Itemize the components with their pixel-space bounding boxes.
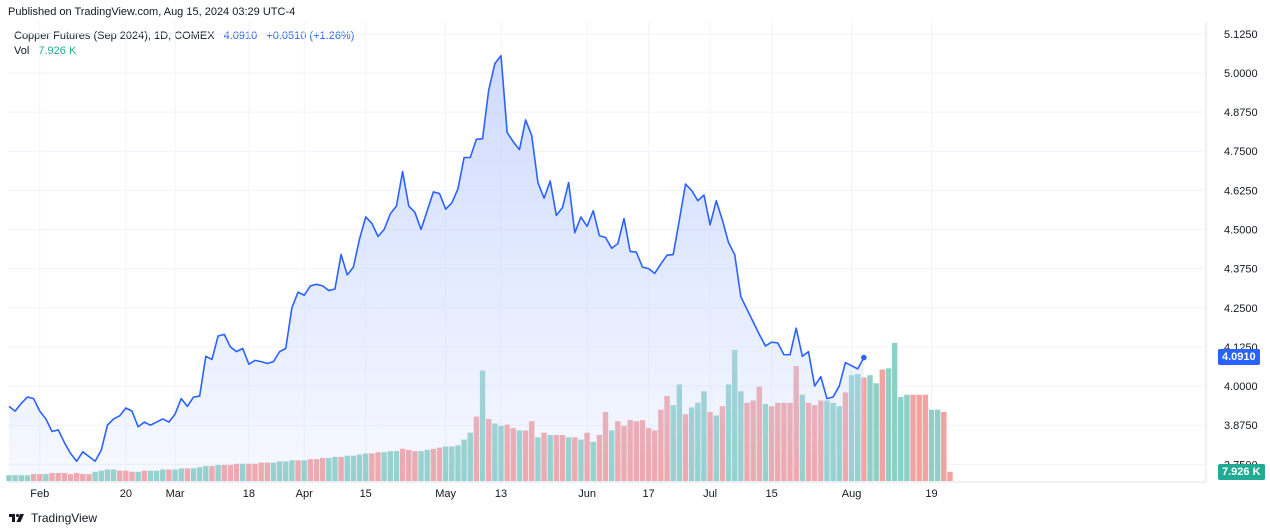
time-tick-label: 19 xyxy=(925,488,937,500)
time-tick-label: 17 xyxy=(642,488,654,500)
time-tick-label: Jul xyxy=(703,488,717,500)
last-price-point xyxy=(861,354,867,361)
legend-symbol-row: Copper Futures (Sep 2024), 1D, COMEX 4.0… xyxy=(14,29,354,44)
time-axis[interactable]: Feb 20 Mar 18 Apr 15 May 13 Jun 17 Jul 15 Aug 19 xyxy=(30,488,937,500)
time-tick-label: 18 xyxy=(243,488,255,500)
time-tick-label: Aug xyxy=(842,488,862,500)
last-price-badge: 4.0910 xyxy=(1218,348,1260,365)
volume-bar xyxy=(904,394,910,481)
tradingview-logo-icon xyxy=(9,514,24,522)
price-line xyxy=(8,54,865,463)
legend-volume-row: Vol 7.926 K xyxy=(14,44,354,59)
volume-bar xyxy=(947,471,953,481)
price-tick-label: 4.7500 xyxy=(1224,146,1258,158)
price-tick-label: 5.0000 xyxy=(1224,68,1258,80)
price-area-fill xyxy=(9,55,864,483)
volume-bar xyxy=(873,383,879,481)
legend-volume-label: Vol xyxy=(14,45,30,57)
volume-bar xyxy=(934,409,941,481)
time-tick-label: 15 xyxy=(765,488,777,500)
brand-name: TradingView xyxy=(31,511,98,525)
volume-bar xyxy=(910,394,916,481)
volume-bar xyxy=(867,375,873,481)
published-note: Published on TradingView.com, Aug 15, 20… xyxy=(8,6,296,18)
volume-bar xyxy=(928,409,935,481)
time-tick-label: 15 xyxy=(360,488,372,500)
time-tick-label: Apr xyxy=(296,488,313,500)
price-area xyxy=(8,54,867,483)
price-tick-label: 4.3750 xyxy=(1224,264,1258,276)
price-tick-label: 5.1250 xyxy=(1224,29,1258,41)
volume-bar xyxy=(879,369,885,481)
price-axis[interactable]: 5.1250 5.0000 4.8750 4.7500 4.6250 4.5000 4.37… xyxy=(1224,29,1258,472)
price-tick-label: 4.0000 xyxy=(1224,381,1258,393)
price-tick-label: 4.2500 xyxy=(1224,303,1258,315)
price-tick-label: 4.5000 xyxy=(1224,225,1258,237)
time-tick-label: Jun xyxy=(578,488,596,500)
price-tick-label: 4.8750 xyxy=(1224,107,1258,119)
price-tick-label: 3.8750 xyxy=(1224,420,1258,432)
volume-bar xyxy=(861,377,867,481)
volume-bar xyxy=(885,368,892,481)
time-tick-label: Feb xyxy=(30,488,49,500)
time-tick-label: 20 xyxy=(120,488,132,500)
legend-change: +0.0510 (+1.26%) xyxy=(266,30,355,42)
time-tick-label: 13 xyxy=(495,488,507,500)
legend-symbol[interactable]: Copper Futures (Sep 2024), 1D, COMEX xyxy=(14,30,215,42)
tradingview-brand[interactable]: TradingView xyxy=(8,511,97,525)
chart-legend: Copper Futures (Sep 2024), 1D, COMEX 4.0… xyxy=(14,29,354,59)
volume-bar xyxy=(922,394,929,481)
time-tick-label: Mar xyxy=(166,488,185,500)
price-tick-label: 4.6250 xyxy=(1224,185,1258,197)
volume-bar xyxy=(941,412,947,481)
volume-bar xyxy=(916,394,922,481)
time-tick-label: May xyxy=(435,488,456,500)
volume-bar xyxy=(891,343,898,481)
volume-badge: 7.926 K xyxy=(1218,464,1265,480)
legend-volume-value: 7.926 K xyxy=(38,45,77,57)
volume-bar xyxy=(898,397,904,481)
